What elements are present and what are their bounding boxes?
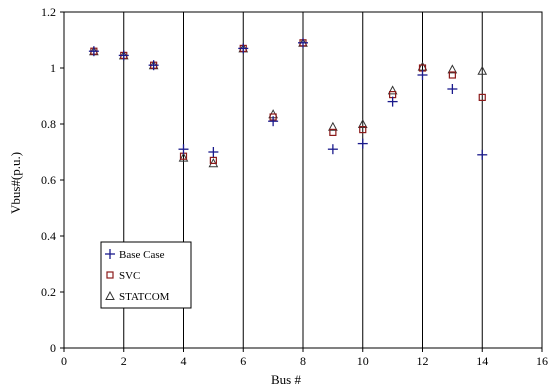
data-point: [268, 116, 279, 127]
legend: Base Case SVC STATCOM: [100, 241, 192, 309]
data-point: [417, 70, 428, 80]
data-point: [357, 118, 368, 128]
x-tick-label: 16: [536, 354, 548, 368]
y-axis-label: Vbus#(p.u.): [8, 152, 23, 214]
legend-box: [100, 241, 192, 309]
legend-marker: [105, 290, 115, 300]
x-axis-label: Bus #: [271, 372, 301, 387]
data-point: [208, 147, 219, 157]
data-point: [387, 85, 398, 95]
data-point: [328, 121, 338, 131]
data-point: [477, 149, 488, 160]
legend-item: STATCOM: [105, 290, 170, 303]
y-axis-ticks: 0 0.2 0.4 0.6 0.8 1 1.2: [41, 5, 64, 355]
y-tick-label: 0.4: [41, 229, 56, 243]
y-tick-label: 1.2: [41, 5, 56, 19]
data-point: [447, 84, 458, 94]
data-points: [88, 37, 488, 168]
data-point: [209, 156, 217, 164]
data-point: [478, 93, 486, 102]
series-base-case: [88, 37, 488, 160]
legend-label: STATCOM: [119, 291, 170, 303]
data-point: [448, 71, 456, 79]
x-tick-label: 2: [121, 354, 127, 368]
data-point: [359, 125, 367, 134]
legend-label: Base Case: [119, 249, 165, 261]
data-point: [447, 64, 458, 74]
x-tick-label: 6: [240, 354, 246, 368]
x-tick-label: 4: [181, 354, 187, 368]
x-tick-label: 12: [417, 354, 429, 368]
data-point: [357, 138, 368, 149]
data-point: [329, 128, 337, 136]
legend-label: SVC: [119, 270, 140, 282]
legend-marker: [106, 271, 114, 279]
x-tick-label: 10: [357, 354, 369, 368]
x-tick-label: 8: [300, 354, 306, 368]
data-point: [298, 37, 308, 48]
data-point: [178, 152, 189, 162]
y-tick-label: 0.6: [41, 173, 56, 187]
data-point: [118, 50, 129, 61]
data-point: [178, 144, 189, 155]
legend-marker: [105, 249, 115, 259]
y-tick-label: 0.8: [41, 117, 56, 131]
x-axis-ticks: 0 2 4 6 8 10 12 14 16: [61, 348, 548, 368]
data-point: [387, 96, 398, 107]
y-tick-label: 0: [50, 341, 56, 355]
data-point: [148, 60, 159, 71]
x-tick-label: 14: [476, 354, 488, 368]
legend-item: Base Case: [105, 249, 165, 261]
data-point: [327, 144, 338, 155]
data-point: [238, 43, 249, 54]
y-tick-label: 1: [50, 61, 56, 75]
data-point: [477, 65, 488, 75]
x-tick-label: 0: [61, 354, 67, 368]
legend-item: SVC: [106, 270, 140, 282]
data-point: [88, 46, 99, 57]
y-tick-label: 0.2: [41, 285, 56, 299]
